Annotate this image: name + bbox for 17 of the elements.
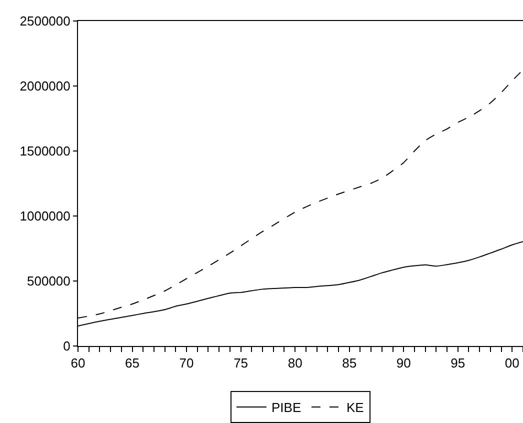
x-tick-label: 60 (70, 356, 86, 371)
legend-label: PIBE (272, 400, 302, 416)
y-tick-label: 1500000 (20, 144, 70, 159)
y-tick-label: 1000000 (20, 208, 70, 224)
y-tick-label: 2500000 (20, 14, 70, 29)
y-tick-label: 2000000 (20, 78, 70, 94)
x-tick-label: 65 (125, 356, 140, 371)
y-tick-label: 500000 (27, 274, 70, 289)
x-tick-label: 75 (234, 356, 248, 371)
x-tick-label: 85 (342, 356, 357, 371)
x-tick-label: 70 (179, 356, 194, 371)
x-tick-label: 00 (504, 356, 520, 371)
y-tick-label: 0 (63, 338, 70, 354)
x-tick-label: 80 (288, 356, 302, 371)
x-tick-label: 90 (396, 356, 411, 371)
x-tick-label: 95 (450, 356, 466, 371)
legend-label: KE (346, 400, 364, 416)
